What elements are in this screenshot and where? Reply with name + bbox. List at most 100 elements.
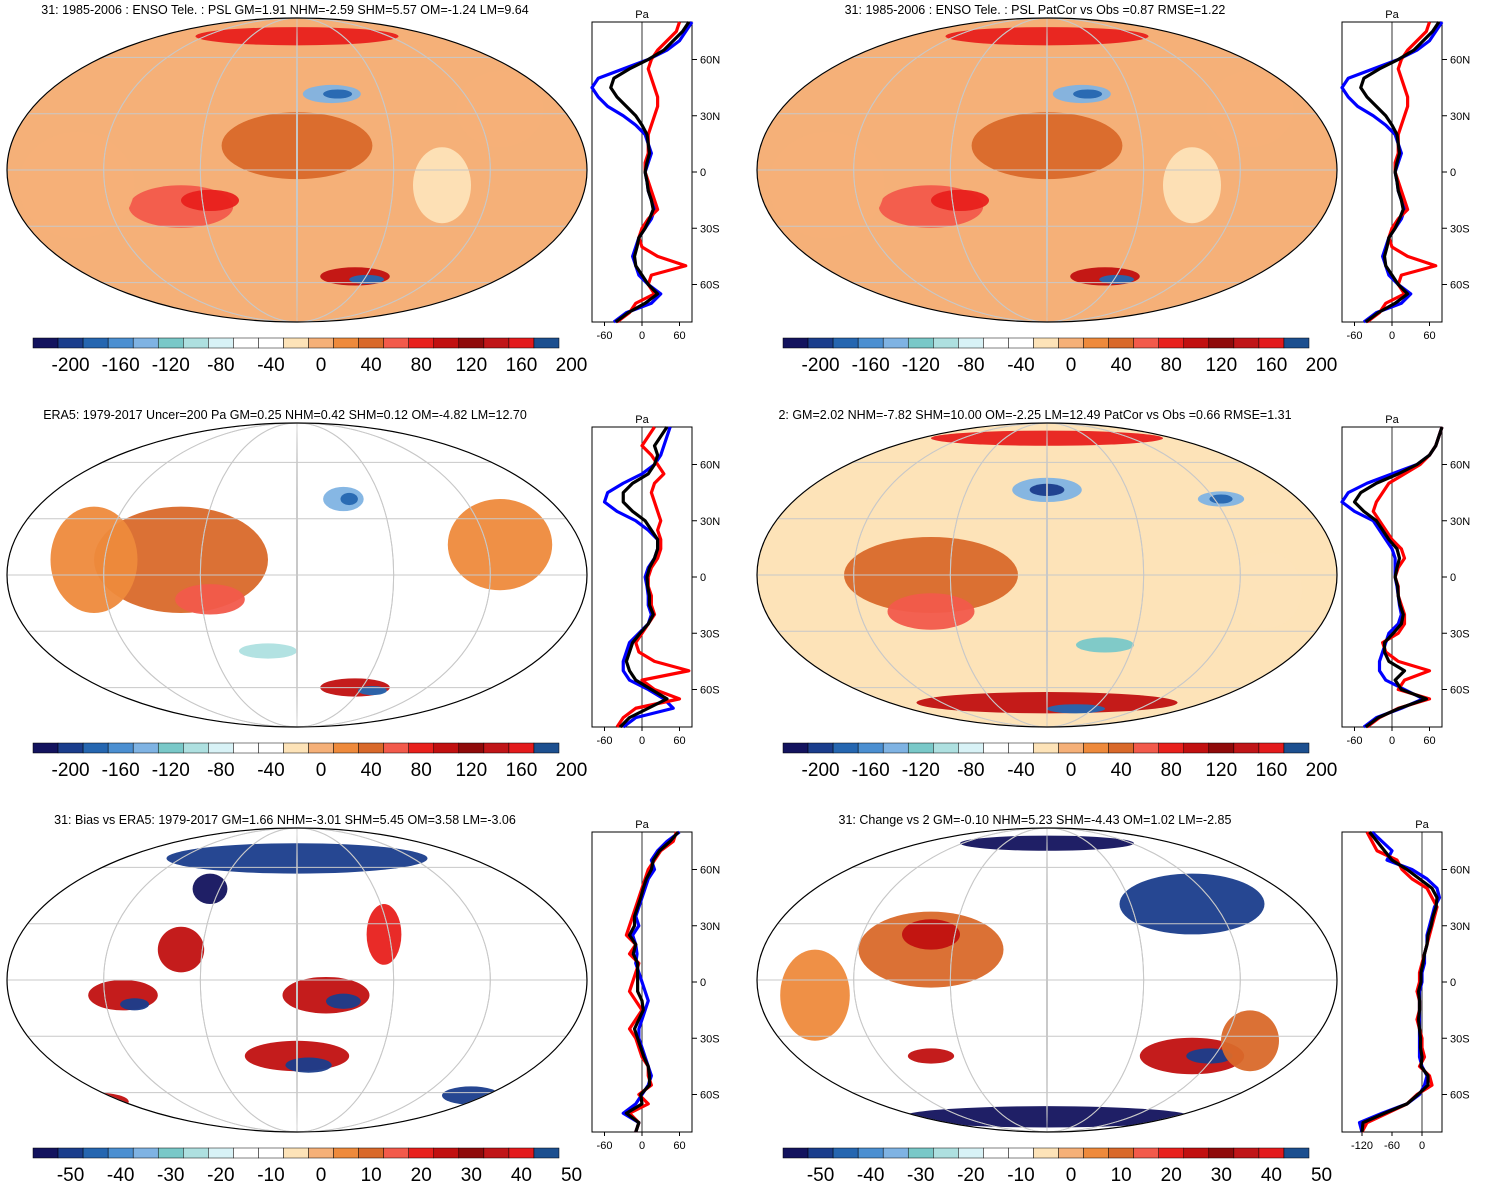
colorbar-swatch xyxy=(233,742,259,754)
colorbar-tick-label: -80 xyxy=(957,355,984,376)
colorbar-swatch xyxy=(308,337,334,349)
anomaly-region-10 xyxy=(780,949,850,1041)
colorbar-swatch xyxy=(433,1147,460,1159)
anomaly-region-5 xyxy=(902,919,960,950)
profile-y-tick-label: 30S xyxy=(700,1033,720,1045)
colorbar-swatch xyxy=(408,1147,435,1159)
colorbar-swatch xyxy=(782,1147,809,1159)
colorbar-swatch xyxy=(258,1147,284,1159)
colorbar-tick-label: 120 xyxy=(455,760,487,781)
colorbar-swatch xyxy=(1008,337,1034,349)
colorbar-tick-label: -40 xyxy=(257,355,284,376)
anomaly-region-8 xyxy=(907,1048,955,1064)
profile-y-tick-label: 30S xyxy=(700,223,720,235)
graticule-meridian xyxy=(296,828,298,1132)
colorbar-tick-label: 40 xyxy=(1261,1165,1282,1181)
anomaly-region-9 xyxy=(157,926,205,973)
colorbar-swatch xyxy=(283,742,309,754)
colorbar-tick-label: -120 xyxy=(902,760,940,781)
colorbar-swatch xyxy=(32,337,59,349)
colorbar-tick-label: 160 xyxy=(506,760,538,781)
colorbar-tick-label: -160 xyxy=(852,355,890,376)
colorbar-tick-label: 0 xyxy=(316,760,327,781)
colorbar-swatch xyxy=(157,1147,184,1159)
graticule-meridian xyxy=(1046,828,1048,1132)
anomaly-region-12 xyxy=(366,904,402,965)
anomaly-region-2 xyxy=(192,873,228,904)
anomaly-region-9 xyxy=(1209,494,1233,504)
colorbar-swatch xyxy=(1258,742,1285,754)
colorbar-tick-label: -200 xyxy=(802,760,840,781)
colorbar-tick-label: 80 xyxy=(411,355,432,376)
panel-title: ERA5: 1979-2017 Uncer=200 Pa GM=0.25 NHM… xyxy=(43,408,527,422)
colorbar-swatch xyxy=(983,337,1009,349)
colorbar-tick-label: 40 xyxy=(1111,355,1132,376)
colorbar-swatch xyxy=(983,742,1009,754)
robinson-map-icon xyxy=(7,18,587,322)
colorbar-swatch xyxy=(907,337,934,349)
profile-x-tick-label: -120 xyxy=(1351,1140,1373,1152)
profile-x-tick-label: 0 xyxy=(639,735,645,747)
colorbar-tick-label: 10 xyxy=(1111,1165,1132,1181)
colorbar-swatch xyxy=(832,337,859,349)
graticule-meridian xyxy=(199,18,395,322)
map-outline xyxy=(6,17,588,323)
chart-panel-5: 31: Bias vs ERA5: 1979-2017 GM=1.66 NHM=… xyxy=(6,813,720,1181)
anomaly-region-4 xyxy=(18,132,135,239)
colorbar-swatch xyxy=(1158,337,1185,349)
anomaly-region-10 xyxy=(1076,637,1134,653)
colorbar-tick-label: 50 xyxy=(561,1165,582,1181)
colorbar-swatch xyxy=(283,337,309,349)
colorbar-swatch xyxy=(383,337,409,349)
colorbar-swatch xyxy=(107,337,134,349)
profile-y-tick-label: 30N xyxy=(1450,516,1470,528)
colorbar-swatch xyxy=(1258,1147,1285,1159)
colorbar-tick-label: 30 xyxy=(461,1165,482,1181)
colorbar-tick-label: -40 xyxy=(857,1165,884,1181)
colorbar-tick-label: 0 xyxy=(1066,1165,1077,1181)
colorbar-swatch xyxy=(57,337,84,349)
colorbar-swatch xyxy=(408,742,435,754)
colorbar-swatch xyxy=(183,742,209,754)
profile-x-tick-label: 60 xyxy=(1423,330,1435,342)
profile-y-tick-label: 30S xyxy=(1450,223,1470,235)
anomaly-region-6 xyxy=(1099,274,1134,284)
colorbar-swatch xyxy=(1258,337,1285,349)
colorbar-swatch xyxy=(983,1147,1009,1159)
anomaly-region-2 xyxy=(175,584,245,615)
colorbar-tick-label: -50 xyxy=(807,1165,834,1181)
anomaly-region-10 xyxy=(1206,71,1294,148)
profile-y-tick-label: 30S xyxy=(1450,628,1470,640)
colorbar-swatch xyxy=(508,337,535,349)
map-outline xyxy=(756,422,1338,728)
colorbar-swatch xyxy=(308,1147,334,1159)
map-outline xyxy=(6,827,588,1133)
profile-y-tick-label: 60N xyxy=(700,55,720,67)
profile-y-tick-label: 30S xyxy=(1450,1033,1470,1045)
profile-y-tick-label: 30N xyxy=(700,516,720,528)
profile-x-tick-label: -60 xyxy=(597,735,613,747)
colorbar-swatch xyxy=(82,337,109,349)
colorbar-tick-label: -120 xyxy=(902,355,940,376)
colorbar-swatch xyxy=(1208,742,1235,754)
colorbar-tick-label: -160 xyxy=(102,355,140,376)
colorbar-swatch xyxy=(258,742,284,754)
colorbar-tick-label: 40 xyxy=(361,355,382,376)
colorbar-swatch xyxy=(958,337,984,349)
colorbar-swatch xyxy=(82,1147,109,1159)
colorbar-swatch xyxy=(1158,742,1185,754)
colorbar-swatch xyxy=(458,337,485,349)
colorbar-swatch xyxy=(157,742,184,754)
colorbar-swatch xyxy=(233,1147,259,1159)
colorbar-tick-label: 200 xyxy=(1306,760,1338,781)
colorbar-swatch xyxy=(1283,1147,1310,1159)
profile-y-tick-label: 0 xyxy=(700,572,706,584)
colorbar-swatch xyxy=(358,742,384,754)
colorbar-swatch xyxy=(508,742,535,754)
colorbar-tick-label: 0 xyxy=(316,355,327,376)
profile-y-tick-label: 60N xyxy=(700,460,720,472)
colorbar-swatch xyxy=(1133,742,1159,754)
colorbar-tick-label: -50 xyxy=(57,1165,84,1181)
graticule-meridian xyxy=(199,423,395,727)
colorbar-tick-label: 160 xyxy=(1256,760,1288,781)
